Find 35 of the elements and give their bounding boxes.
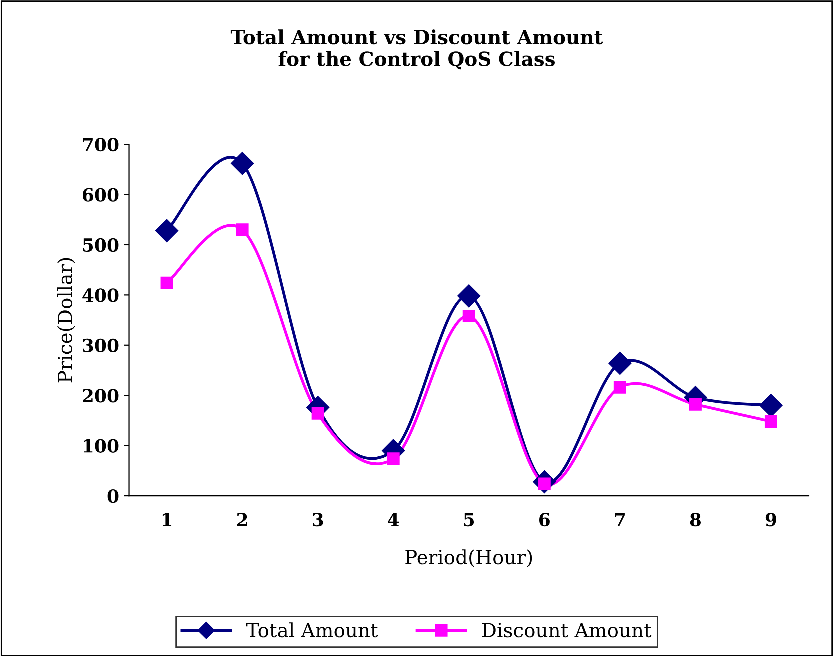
y-tick-label: 100	[84, 439, 119, 453]
x-tick-label: 4	[388, 513, 400, 526]
point	[387, 452, 400, 466]
y-tick-label: 400	[82, 288, 119, 302]
point	[689, 398, 702, 411]
point	[156, 219, 179, 242]
y-axis-title: Price(Dollar)	[57, 258, 76, 383]
x-tick-label: 2	[237, 513, 248, 526]
y-tick-label: 0	[108, 489, 119, 504]
legend-label: Total Amount	[246, 622, 378, 638]
point	[760, 394, 783, 418]
point	[764, 415, 778, 428]
point	[312, 407, 324, 420]
y-tick-label: 200	[83, 389, 119, 403]
y-tick-label: 700	[83, 138, 119, 152]
x-tick-label: 7	[615, 513, 625, 526]
legend-label: Discount Amount	[482, 623, 652, 638]
x-tick-label: 8	[690, 513, 702, 527]
x-axis-title: Period(Hour)	[406, 550, 532, 568]
point	[614, 381, 626, 394]
x-tick-label: 3	[313, 513, 324, 527]
point	[236, 224, 249, 236]
x-tick-label: 1	[162, 513, 172, 526]
y-tick-label: 600	[82, 188, 119, 202]
x-tick-label: 9	[766, 513, 776, 527]
y-tick-label: 500	[83, 238, 119, 252]
point	[160, 276, 174, 290]
point	[608, 352, 632, 375]
x-tick-label: 5	[464, 513, 474, 527]
point	[458, 284, 481, 308]
x-tick-label: 6	[540, 513, 550, 527]
point	[462, 310, 476, 323]
y-tick-label: 300	[83, 338, 119, 353]
chart-title: Total Amount vs Discount Amount for the Control QoS Class	[230, 30, 604, 70]
point	[231, 152, 254, 176]
